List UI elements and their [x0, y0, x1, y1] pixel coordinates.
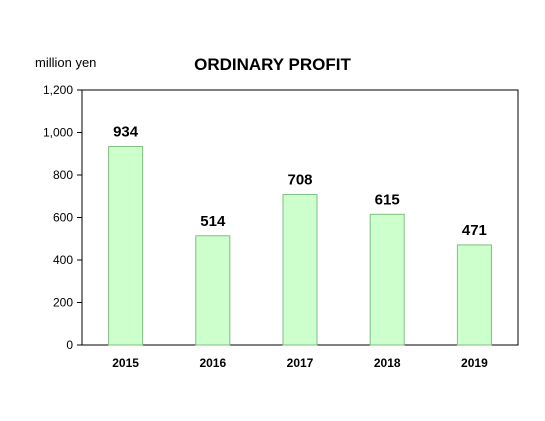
x-tick-label: 2016 [199, 356, 226, 370]
x-tick-label: 2019 [461, 356, 488, 370]
chart-title: ORDINARY PROFIT [194, 55, 351, 74]
data-label: 708 [287, 172, 312, 189]
data-label: 471 [462, 222, 487, 239]
bar [195, 235, 231, 346]
bar [108, 146, 144, 346]
y-axis-label: million yen [35, 55, 97, 70]
y-tick-label: 1,200 [43, 83, 73, 97]
x-tick-label: 2018 [374, 356, 401, 370]
data-label: 514 [200, 213, 226, 230]
y-tick-label: 800 [53, 168, 73, 182]
x-tick-label: 2015 [112, 356, 139, 370]
x-tick-label: 2017 [287, 356, 314, 370]
bar [456, 244, 492, 346]
y-tick-label: 200 [53, 296, 73, 310]
y-tick-label: 600 [53, 211, 73, 225]
bar [369, 213, 405, 346]
bar [282, 194, 318, 346]
y-tick-label: 400 [53, 253, 73, 267]
data-label: 934 [113, 124, 139, 141]
data-label: 615 [375, 191, 400, 208]
y-tick-label: 0 [66, 338, 73, 352]
y-tick-label: 1,000 [43, 126, 73, 140]
